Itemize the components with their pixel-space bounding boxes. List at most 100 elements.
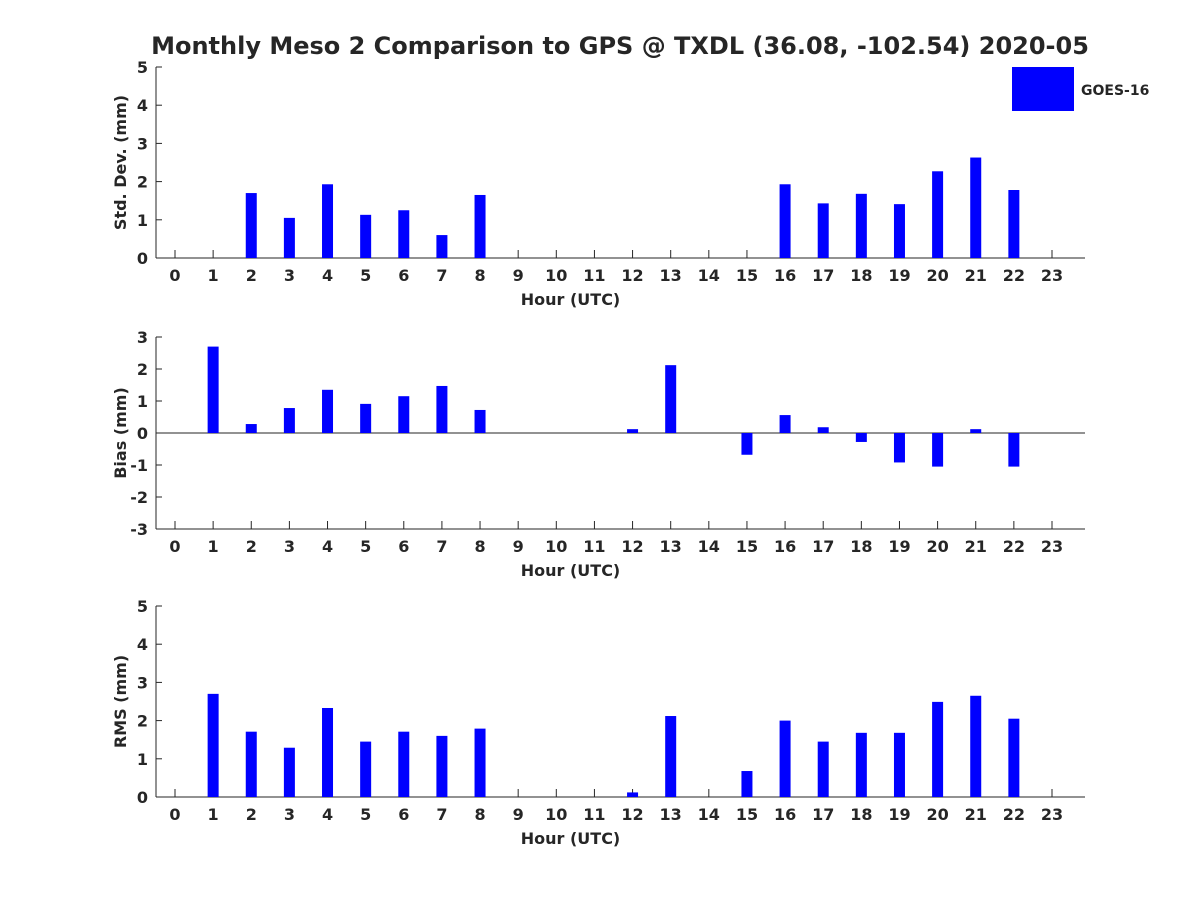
std-dev-x-tick-label: 23	[1041, 266, 1063, 285]
std-dev-y-tick-label: 0	[137, 249, 148, 268]
rms-bar-hour-16	[779, 720, 791, 797]
bias-bar-hour-7	[436, 385, 448, 433]
rms-bar-hour-18	[855, 732, 867, 797]
std-dev-x-tick-label: 20	[926, 266, 948, 285]
bias-bar-hour-12	[627, 429, 639, 433]
std-dev-bar-hour-22	[1008, 190, 1020, 258]
std-dev-bar-hour-3	[283, 217, 295, 258]
rms-bar-hour-15	[741, 771, 753, 797]
bias-bar-hour-15	[741, 433, 753, 455]
bias-x-tick-label: 5	[360, 537, 371, 556]
legend-label: GOES-16	[1081, 83, 1149, 99]
rms-y-axis-label: RMS (mm)	[111, 655, 130, 748]
bias-x-tick-label: 6	[398, 537, 409, 556]
bias-x-tick-label: 13	[660, 537, 682, 556]
bias-x-tick-label: 23	[1041, 537, 1063, 556]
std-dev-x-tick-label: 7	[436, 266, 447, 285]
std-dev-x-tick-label: 21	[965, 266, 987, 285]
std-dev-x-tick-label: 3	[284, 266, 295, 285]
bias-bar-hour-16	[779, 415, 791, 433]
rms-bar-hour-6	[398, 731, 410, 797]
rms-y-tick-label: 5	[137, 597, 148, 616]
std-dev-bar-hour-21	[970, 157, 982, 258]
bias-x-tick-label: 3	[284, 537, 295, 556]
std-dev-x-tick-label: 6	[398, 266, 409, 285]
rms-bar-hour-8	[474, 728, 486, 797]
bias-y-tick-label: -2	[130, 488, 148, 507]
std-dev-x-tick-label: 16	[774, 266, 796, 285]
std-dev-x-tick-label: 2	[246, 266, 257, 285]
bias-x-tick-label: 9	[513, 537, 524, 556]
rms-x-tick-label: 6	[398, 805, 409, 824]
std-dev-y-axis-label: Std. Dev. (mm)	[111, 95, 130, 230]
std-dev-y-tick-label: 3	[137, 134, 148, 153]
bias-bar-hour-19	[893, 433, 905, 463]
bias-x-tick-label: 21	[965, 537, 987, 556]
std-dev-x-tick-label: 22	[1003, 266, 1025, 285]
rms-x-tick-label: 3	[284, 805, 295, 824]
rms-y-tick-label: 1	[137, 750, 148, 769]
rms-bar-hour-2	[245, 731, 257, 797]
rms-x-tick-label: 23	[1041, 805, 1063, 824]
rms-bar-hour-7	[436, 735, 448, 797]
std-dev-x-tick-label: 13	[660, 266, 682, 285]
rms-x-tick-label: 10	[545, 805, 567, 824]
bias-bar-hour-21	[970, 429, 982, 433]
std-dev-bar-hour-4	[322, 184, 334, 258]
rms-x-tick-label: 20	[926, 805, 948, 824]
std-dev-bar-hour-18	[855, 193, 867, 258]
rms-x-tick-label: 17	[812, 805, 834, 824]
std-dev-x-tick-label: 0	[169, 266, 180, 285]
legend-swatch	[1012, 67, 1074, 111]
rms-x-tick-label: 2	[246, 805, 257, 824]
std-dev-bar-hour-2	[245, 193, 257, 258]
std-dev-bar-hour-5	[360, 214, 372, 258]
rms-x-tick-label: 19	[888, 805, 910, 824]
std-dev-x-tick-label: 5	[360, 266, 371, 285]
bias-x-tick-label: 0	[169, 537, 180, 556]
rms-bar-hour-22	[1008, 718, 1020, 797]
rms-x-tick-label: 11	[583, 805, 605, 824]
std-dev-x-tick-label: 18	[850, 266, 872, 285]
bias-x-tick-label: 11	[583, 537, 605, 556]
std-dev-x-tick-label: 14	[698, 266, 720, 285]
bias-x-axis-label: Hour (UTC)	[521, 561, 621, 580]
bias-bar-hour-17	[817, 427, 829, 433]
rms-bar-hour-3	[283, 747, 295, 797]
bias-x-tick-label: 18	[850, 537, 872, 556]
bias-x-tick-label: 19	[888, 537, 910, 556]
rms-y-tick-label: 3	[137, 673, 148, 692]
bias-y-axis-label: Bias (mm)	[111, 387, 130, 479]
std-dev-x-axis-label: Hour (UTC)	[521, 290, 621, 309]
rms-x-tick-label: 9	[513, 805, 524, 824]
bias-y-tick-label: -3	[130, 520, 148, 539]
rms-x-tick-label: 12	[621, 805, 643, 824]
bias-x-tick-label: 16	[774, 537, 796, 556]
bias-y-tick-label: 3	[137, 328, 148, 347]
std-dev-x-tick-label: 15	[736, 266, 758, 285]
bias-bar-hour-13	[665, 365, 677, 433]
rms-x-tick-label: 1	[208, 805, 219, 824]
bias-x-tick-label: 20	[926, 537, 948, 556]
rms-bar-hour-21	[970, 695, 982, 797]
rms-bar-hour-4	[322, 707, 334, 797]
rms-x-tick-label: 15	[736, 805, 758, 824]
bias-y-tick-label: 1	[137, 392, 148, 411]
bias-bar-hour-22	[1008, 433, 1020, 467]
bias-x-tick-label: 17	[812, 537, 834, 556]
std-dev-bar-hour-6	[398, 210, 410, 258]
std-dev-x-tick-label: 17	[812, 266, 834, 285]
bias-bar-hour-2	[245, 424, 257, 433]
bias-bar-hour-6	[398, 396, 410, 433]
rms-x-axis-label: Hour (UTC)	[521, 829, 621, 848]
rms-x-tick-label: 4	[322, 805, 333, 824]
bias-x-tick-label: 2	[246, 537, 257, 556]
bias-x-tick-label: 7	[436, 537, 447, 556]
rms-x-tick-label: 13	[660, 805, 682, 824]
bias-bar-hour-8	[474, 409, 486, 433]
bias-x-tick-label: 12	[621, 537, 643, 556]
